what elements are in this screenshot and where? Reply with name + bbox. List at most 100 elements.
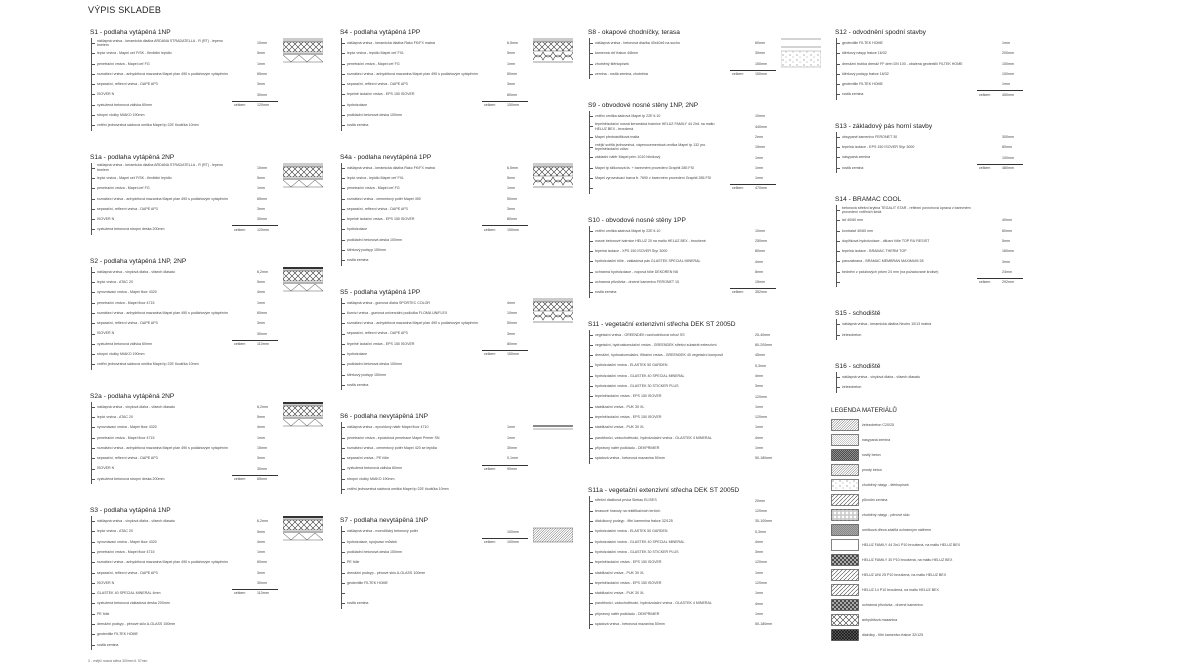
empty-hatch-swatch-icon — [831, 538, 859, 551]
layer-thickness: 120mm — [755, 560, 767, 565]
layer-thickness: 1mm — [507, 186, 515, 191]
total-divider — [730, 69, 776, 71]
total-value: 110mm — [257, 341, 269, 346]
layer-list: nášlapná vrstva - vinylová dlaha - vlise… — [91, 266, 330, 370]
layer-name: terasové hranoly na rektifikačních terčí… — [595, 508, 661, 513]
section-title: S15 - schodiště — [835, 310, 881, 318]
layer-name: hydroizolační vrstva - ELASTEK 50 GARDEN — [595, 529, 668, 534]
legend-items: železobeton C20/25 nasypaná zemina rostlý … — [831, 417, 1031, 642]
layer-thickness: 3mm — [507, 82, 515, 87]
layer-thickness: 5mm — [257, 415, 265, 420]
layer-thickness: 4mm — [755, 539, 763, 544]
total-label: celkem — [979, 92, 991, 97]
double-line-section-drawing-icon — [533, 425, 573, 430]
layer-name: roznášecí vrstva - anhydritová mazanina … — [347, 71, 478, 76]
layer-row: vyztužená betonová stropní deska 200mm ce… — [92, 474, 330, 484]
layer-name: štěrkový podsyp 150mm — [347, 247, 386, 252]
layer-name: vegetační vrstva - GREENDEK rozchodníkov… — [595, 332, 685, 337]
layer-row: vnitřní omítka sádrová Mapei tp 22E tl.1… — [590, 226, 828, 236]
layer-list: nášlapná vrstva - keramická dlažba ARDAN… — [91, 162, 330, 235]
layered-wave-section-drawing-icon — [532, 298, 574, 322]
legend-label: anhydritová mazanina — [862, 617, 898, 622]
legend-label: HELUZ FAMILY 30 P10 broušená, na maltu H… — [862, 557, 953, 562]
total-label: celkem — [732, 186, 744, 191]
layer-name: nášlapná vrstva - vinylová dlaha - vlise… — [97, 269, 175, 274]
footnote: 3 - vnější nosná stěna 300mm tl. 57mm — [88, 659, 148, 663]
layer-row: zemina - rostlá zemina, zhutněná celkem 15… — [590, 69, 828, 79]
layer-name: ochranná hydroizolace - nopová fólie DEK… — [595, 269, 678, 274]
layer-name: obsypané kamenivo FERONET 30 — [842, 134, 898, 139]
layer-name: stropní vložky MIAKO 190mm — [97, 352, 145, 357]
diag-wide-hatch-swatch-icon — [831, 493, 859, 506]
layer-name: nášlapná vrstva - epoxidový nátěr Mapei … — [347, 425, 429, 430]
layer-row: separační, reflexní vrstva - DAPE AP3 3mm — [92, 568, 330, 578]
cross-black-hatch-swatch-icon — [831, 628, 859, 641]
layer-name: zemina - rostlá zemina, zhutněná — [595, 71, 648, 76]
layer-row: zhutněný štěrkopísek 150mm — [590, 59, 828, 69]
section-drawing — [532, 526, 574, 561]
layer-row: separační, reflexní vrstva - DAPE AP3 3mm — [92, 79, 330, 89]
composition-section: S8 - okapové chodníčky, terasa nášlapná v… — [588, 28, 828, 80]
layer-row: Mapei tp silikonová fa. + barevném prove… — [590, 163, 828, 173]
layer-thickness: 4mm — [507, 300, 515, 305]
layer-row: drenážní, hydroakumulační, filtrační vrs… — [590, 350, 828, 360]
legend-item: HELUZ 14 P10 broušená, na maltu HELUZ BE… — [831, 582, 1031, 597]
legend-label: původní zemina — [862, 497, 888, 502]
legend-label: zhutněný násyp - štěrkopísek — [862, 482, 909, 487]
layer-name: podkladní betonová deska 150mm — [347, 549, 402, 554]
layer-name: tepelná izolace - BRAMAC THERM TOP — [842, 249, 907, 254]
layer-thickness: 1mm — [755, 425, 763, 430]
layer-name: dlaždicový podsyp - filtrí kamenina frak… — [595, 519, 673, 524]
layer-row: roznášecí vrstva - cementový potěr Mapei… — [342, 443, 580, 453]
total-divider — [232, 474, 278, 476]
layer-thickness: 100mm — [1002, 155, 1014, 160]
layer-thickness: 6,2mm — [257, 519, 268, 524]
layer-row: štěrkový násyp frakce 16/32 200mm — [837, 48, 1075, 58]
legend-item: železobeton C20/25 — [831, 417, 1031, 432]
layer-name: lepicí vrstva - lepidlo Mapei ceť FXL — [347, 51, 405, 56]
layer-row: penetrační vrstva - Mapei ceť FG 1mm — [92, 183, 330, 193]
layer-row: tepelněizolační nosná keramická tvárnice… — [590, 121, 828, 131]
total-divider — [232, 589, 278, 591]
layer-row: bednění z palubových prken 24 mm (na pož… — [837, 267, 1075, 277]
layer-row: nášlapná vrstva - keramická dlažba Rako … — [342, 163, 580, 173]
layer-row: PE fólie — [92, 609, 330, 619]
layer-name: nášlapná vrstva - vinylová dlaha - vlise… — [97, 519, 175, 524]
layer-thickness: 80mm — [507, 217, 517, 222]
layer-row: lepicí vrstva - lepidlo Mapei ceť FXL 5mm — [342, 173, 580, 183]
layer-name: vyztužená betonová zálivka 60mm — [97, 102, 152, 107]
layer-thickness: 80mm — [1002, 145, 1012, 150]
layer-name: drenážní podsyp - pěnové sklo A-GLASS 10… — [347, 570, 426, 575]
layer-row: rostlá zemina — [342, 255, 580, 265]
legend-item: rostlý beton — [831, 447, 1031, 462]
section-drawing — [532, 163, 574, 198]
layer-list: nášlapná vrstva - gumová dlaha SPORTEC C… — [341, 297, 580, 391]
legend-item: ochranná přizdívka - drcené kamenivo — [831, 597, 1031, 612]
layer-thickness: 0,1mm — [507, 456, 518, 461]
layer-name: vnitřní jednovrstvá sádrová omítka Mapei… — [347, 487, 449, 492]
layer-row: rostlá zemina celkem 352mm — [590, 287, 828, 297]
layer-thickness: 1mm — [257, 300, 265, 305]
total-value: 352mm — [755, 290, 767, 295]
section-title: S3 - podlaha vytápěná 1NP — [90, 507, 171, 515]
layer-thickness: 120mm — [755, 394, 767, 399]
layer-thickness: 1mm — [507, 425, 515, 430]
layer-thickness: 1mm — [507, 435, 515, 440]
layer-row: ISOVER N 30mm — [92, 89, 330, 99]
layer-name: penetrační vrstva - Mapei ceť FG — [347, 61, 400, 66]
layer-row: hydroizolační fólie - základová pás GLAS… — [590, 256, 828, 266]
layer-thickness: 3mm — [507, 331, 515, 336]
layer-thickness: 30mm — [507, 446, 517, 451]
total-label: celkem — [979, 280, 991, 285]
layer-row: nášlapná vrstva - vinylová dlaha - vlise… — [92, 267, 330, 277]
section-title: S11a - vegetační extenzivní střecha DEK … — [588, 486, 740, 494]
layer-row: vyrovnávací vrstva - Mapei floor 4320 4mm — [92, 537, 330, 547]
section-drawing — [282, 401, 324, 437]
layer-row: železobeton — [837, 382, 1075, 392]
layer-name: ISOVER N — [97, 580, 115, 585]
layer-name: Mapei vyrovnávací barva fr. 7690 v barev… — [595, 175, 712, 180]
layer-name: nosné betonové tvárnice HELUZ 20 na malt… — [595, 238, 706, 243]
layer-row: vyztužená betonová stropní deska 200mm ce… — [92, 224, 330, 234]
total-value: 450mm — [1002, 92, 1014, 97]
layer-thickness: 120mm — [755, 508, 767, 513]
